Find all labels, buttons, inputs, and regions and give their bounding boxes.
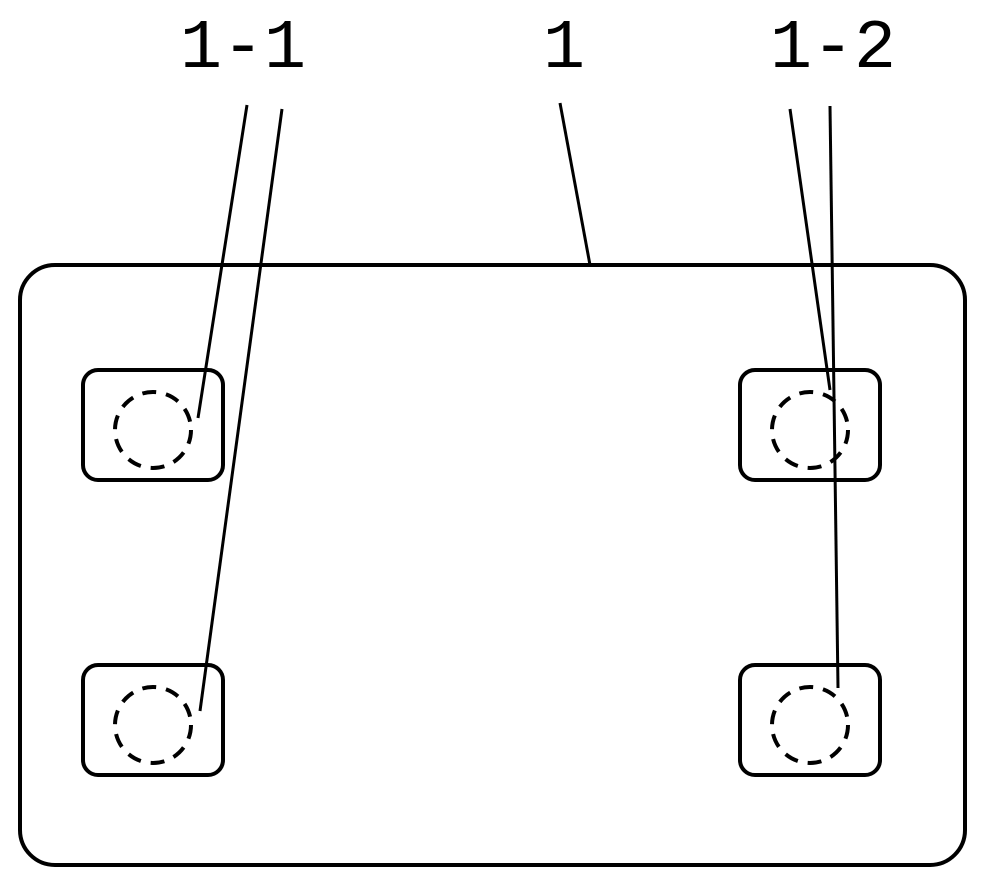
label-1-2: 1-2 bbox=[770, 10, 896, 89]
diagram-svg bbox=[0, 0, 987, 883]
diagram-container: 1-1 1 1-2 bbox=[0, 0, 987, 883]
label-1-1: 1-1 bbox=[180, 10, 306, 89]
label-1: 1 bbox=[543, 10, 585, 89]
